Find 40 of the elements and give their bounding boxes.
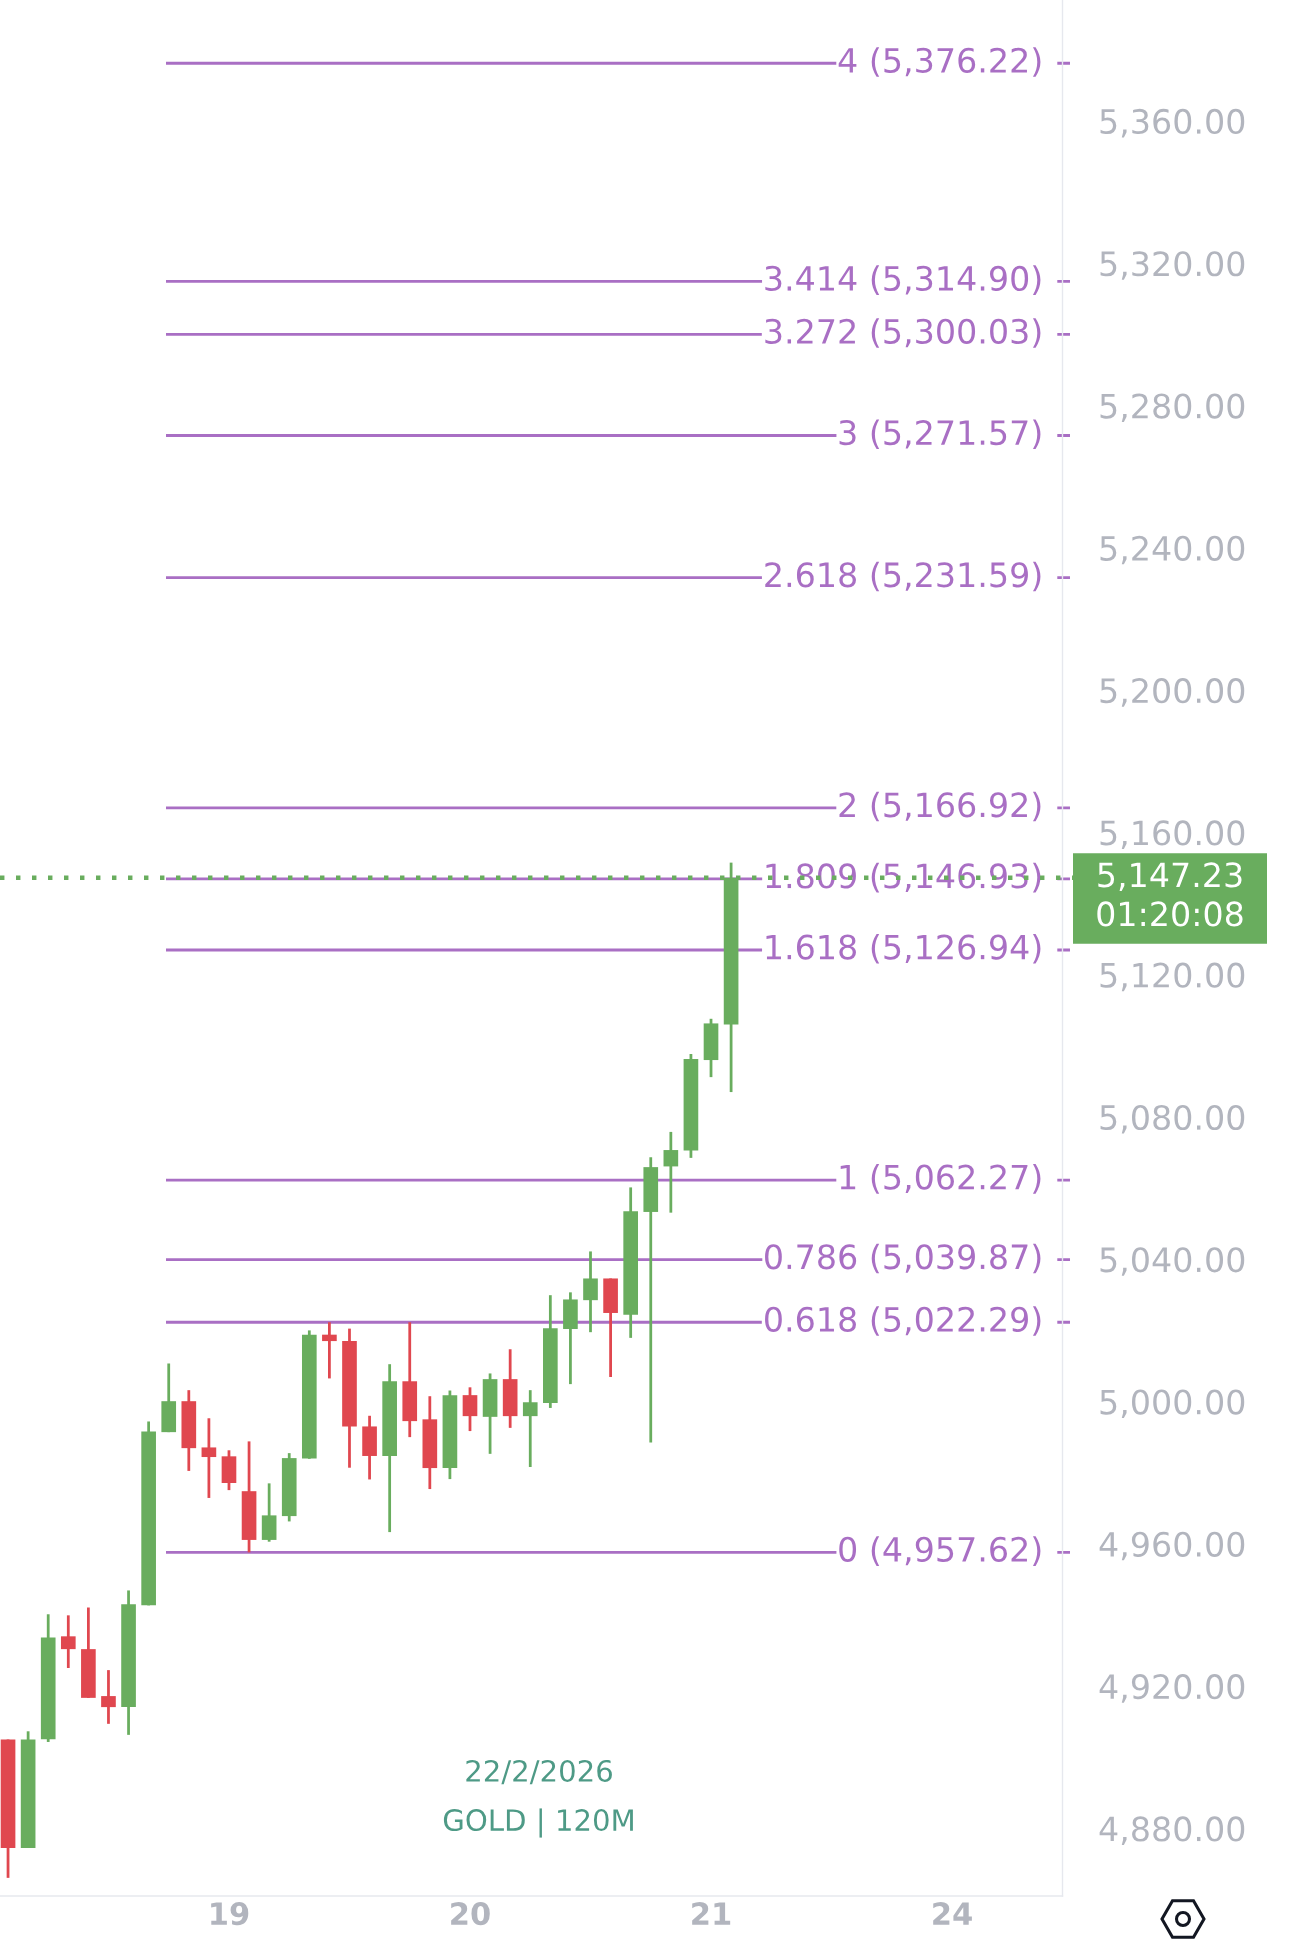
y-tick-label: 5,240.00 xyxy=(1100,535,1245,565)
ref-line-label: 2 (5,166.92) xyxy=(839,791,1041,822)
ref-line-label: 0.786 (5,039.87) xyxy=(765,1243,1041,1274)
ref-line-label: 3.414 (5,314.90) xyxy=(765,265,1041,295)
y-tick-label: 4,880.00 xyxy=(1099,1816,1245,1845)
x-tick-label: 20 xyxy=(451,1902,490,1926)
ref-line-label: 3 (5,271.57) xyxy=(839,419,1041,450)
y-tick-label: 4,920.00 xyxy=(1099,1674,1245,1703)
y-tick-label: 4,960.00 xyxy=(1099,1531,1245,1561)
y-tick-label: 5,080.00 xyxy=(1100,1104,1245,1134)
y-tick-label: 5,280.00 xyxy=(1100,393,1245,423)
candlestick xyxy=(201,1416,217,1500)
x-tick-label: 19 xyxy=(211,1902,249,1926)
y-tick-label: 5,040.00 xyxy=(1100,1247,1245,1276)
candlestick xyxy=(583,1250,598,1334)
annotation: 22/2/2026 xyxy=(466,1759,612,1785)
candlestick xyxy=(101,1668,116,1726)
candlestick xyxy=(60,1613,76,1670)
candlestick xyxy=(322,1320,337,1380)
ref-line-label: 0.618 (5,022.29) xyxy=(765,1306,1041,1336)
x-tick-label: 24 xyxy=(933,1902,972,1925)
candlestick xyxy=(522,1388,538,1469)
ref-line-label: 1 (5,062.27) xyxy=(840,1163,1041,1194)
ref-line-label: 5,147.23 xyxy=(1098,862,1242,891)
y-tick-label: 5,000.00 xyxy=(1100,1389,1245,1419)
x-tick-label: 21 xyxy=(692,1902,731,1925)
ref-line-label: 2.618 (5,231.59) xyxy=(765,561,1041,592)
y-tick-label: 5,160.00 xyxy=(1100,820,1245,849)
y-tick-label: 5,120.00 xyxy=(1100,962,1245,992)
y-tick-label: 5,320.00 xyxy=(1100,251,1245,280)
ref-line-label: 4 (5,376.22) xyxy=(838,47,1041,77)
ref-line-label: 1.618 (5,126.94) xyxy=(766,933,1041,964)
annotation: GOLD | 120M xyxy=(443,1808,633,1838)
y-tick-label: 5,200.00 xyxy=(1100,678,1245,707)
candlestick xyxy=(462,1385,478,1433)
ref-line-label: 3.272 (5,300.03) xyxy=(765,318,1041,348)
y-tick-label: 5,360.00 xyxy=(1100,108,1245,138)
candlestick xyxy=(663,1130,679,1215)
ref-line-label: 0 (4,957.62) xyxy=(839,1536,1041,1566)
text: 01:20:08 xyxy=(1097,901,1243,927)
